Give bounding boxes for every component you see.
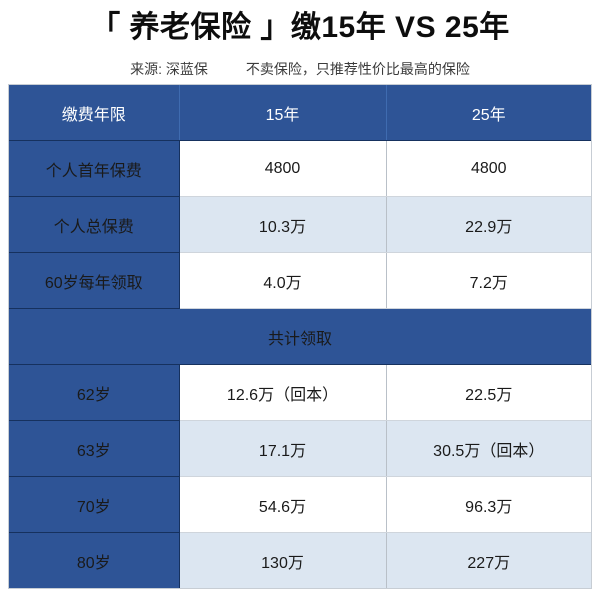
row-label: 62岁: [9, 364, 180, 421]
row-label: 个人总保费: [9, 196, 180, 253]
table-row: 个人首年保费 4800 4800: [9, 140, 591, 197]
cell-25y: 227万: [386, 532, 591, 588]
table-row: 70岁 54.6万 96.3万: [9, 476, 591, 533]
tagline: 不卖保险，只推荐性价比最高的保险: [245, 61, 470, 77]
page-title: 「 养老保险 」缴15年 VS 25年: [90, 11, 510, 44]
section-title: 共计领取: [9, 308, 591, 365]
comparison-table: 缴费年限 15年 25年 个人首年保费 4800 4800 个人总保费 10.3…: [9, 85, 591, 588]
table-row: 80岁 130万 227万: [9, 532, 591, 588]
cell-15y: 17.1万: [179, 420, 387, 477]
cell-25y: 22.9万: [386, 196, 591, 253]
table-row: 63岁 17.1万 30.5万（回本）: [9, 420, 591, 477]
cell-15y: 130万: [179, 532, 387, 588]
cell-15y: 10.3万: [179, 196, 387, 253]
source-label: 来源: 深蓝保: [130, 61, 208, 77]
comparison-table-container: 缴费年限 15年 25年 个人首年保费 4800 4800 个人总保费 10.3…: [8, 84, 592, 589]
cell-25y: 96.3万: [386, 476, 591, 533]
row-label: 个人首年保费: [9, 140, 180, 197]
row-label: 70岁: [9, 476, 180, 533]
cell-25y: 22.5万: [386, 364, 591, 421]
cell-25y: 30.5万（回本）: [386, 420, 591, 477]
cell-25y: 7.2万: [386, 252, 591, 309]
table-header-row: 缴费年限 15年 25年: [9, 85, 591, 141]
subtitle: 来源: 深蓝保 不卖保险，只推荐性价比最高的保险: [0, 54, 600, 84]
cell-25y: 4800: [386, 140, 591, 197]
cell-15y: 4800: [179, 140, 387, 197]
header: 「 养老保险 」缴15年 VS 25年 来源: 深蓝保 不卖保险，只推荐性价比最高…: [0, 0, 600, 84]
cell-15y: 54.6万: [179, 476, 387, 533]
cell-15y: 12.6万（回本）: [179, 364, 387, 421]
row-label: 60岁每年领取: [9, 252, 180, 309]
table-row: 62岁 12.6万（回本） 22.5万: [9, 364, 591, 421]
row-label: 63岁: [9, 420, 180, 477]
section-header-row: 共计领取: [9, 308, 591, 365]
cell-15y: 4.0万: [179, 252, 387, 309]
column-header-term: 缴费年限: [9, 85, 180, 141]
row-label: 80岁: [9, 532, 180, 588]
table-row: 个人总保费 10.3万 22.9万: [9, 196, 591, 253]
table-row: 60岁每年领取 4.0万 7.2万: [9, 252, 591, 309]
column-header-15y: 15年: [179, 85, 387, 141]
column-header-25y: 25年: [386, 85, 591, 141]
